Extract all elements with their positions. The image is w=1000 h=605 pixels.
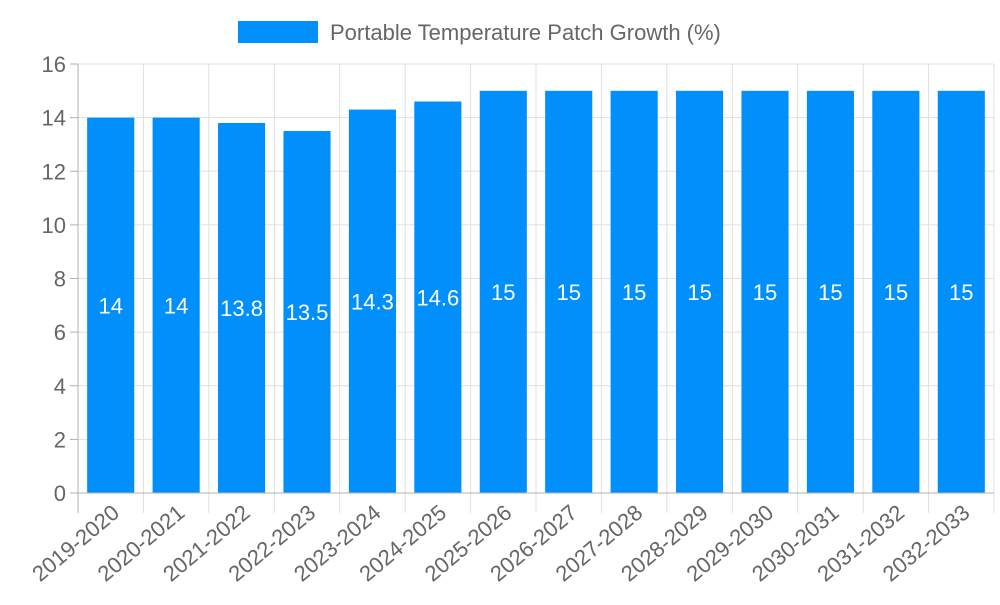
y-tick-label: 10 (42, 213, 66, 238)
y-tick-label: 2 (54, 427, 66, 452)
bar-2020-2021 (152, 117, 200, 493)
y-tick-label: 16 (42, 52, 66, 77)
bar-2021-2022 (218, 122, 266, 494)
data-label: 15 (622, 280, 646, 305)
data-label: 15 (949, 280, 973, 305)
data-label: 13.5 (286, 300, 329, 325)
y-tick-label: 14 (42, 106, 66, 131)
bar-2029-2030 (741, 90, 789, 493)
bar-2030-2031 (806, 90, 854, 493)
data-label: 13.8 (220, 296, 263, 321)
bar-2022-2023 (283, 131, 331, 493)
data-label: 14.3 (351, 289, 394, 314)
y-tick-label: 12 (42, 159, 66, 184)
legend-label: Portable Temperature Patch Growth (%) (330, 20, 721, 45)
y-tick-label: 6 (54, 320, 66, 345)
legend-swatch (238, 21, 318, 43)
data-label: 15 (687, 280, 711, 305)
y-tick-label: 8 (54, 267, 66, 292)
data-label: 14 (164, 293, 188, 318)
data-label: 15 (753, 280, 777, 305)
bar-2031-2032 (872, 90, 920, 493)
y-tick-label: 4 (54, 374, 66, 399)
bar-2019-2020 (87, 117, 135, 493)
bar-2026-2027 (545, 90, 593, 493)
data-label: 15 (884, 280, 908, 305)
bar-2023-2024 (348, 109, 396, 494)
bar-2025-2026 (479, 90, 527, 493)
bar-2032-2033 (937, 90, 985, 493)
data-label: 15 (491, 280, 515, 305)
y-tick-label: 0 (54, 481, 66, 506)
bar-2027-2028 (610, 90, 658, 493)
legend[interactable]: Portable Temperature Patch Growth (%) (238, 20, 721, 45)
bar-2028-2029 (676, 90, 724, 493)
data-label: 15 (818, 280, 842, 305)
data-label: 15 (556, 280, 580, 305)
data-label: 14 (98, 293, 122, 318)
bar-2024-2025 (414, 101, 462, 493)
data-label: 14.6 (416, 285, 459, 310)
